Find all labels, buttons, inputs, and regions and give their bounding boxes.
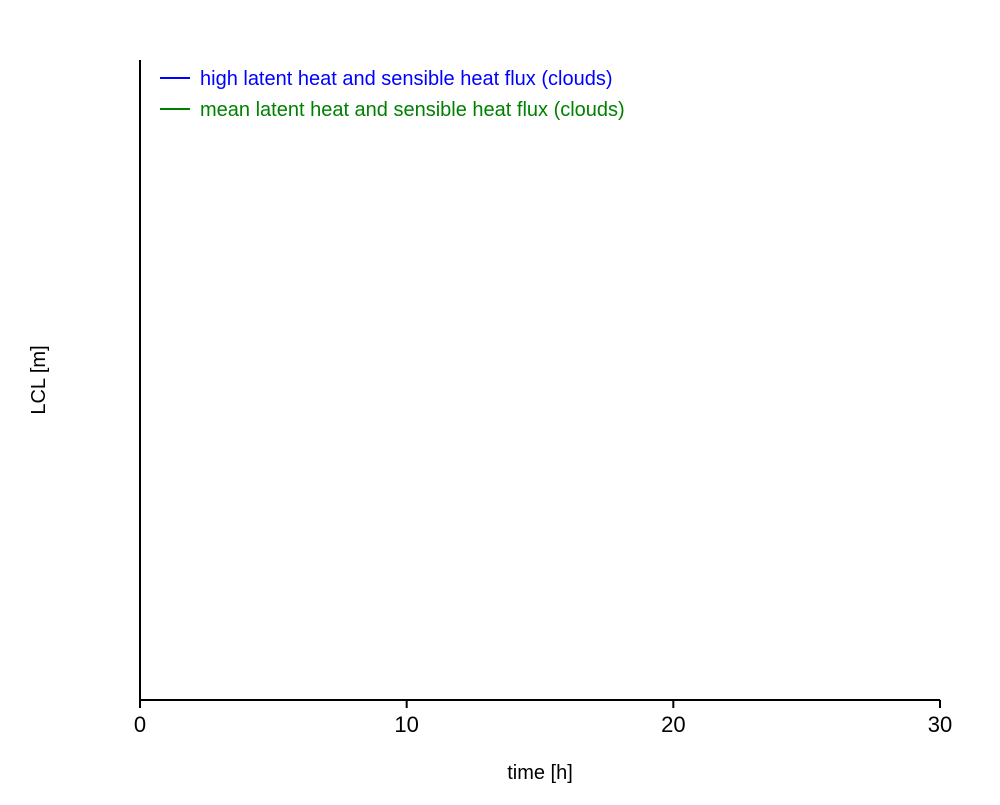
legend: high latent heat and sensible heat flux … (160, 68, 625, 121)
axes (139, 60, 940, 701)
legend-entry-label: mean latent heat and sensible heat flux … (200, 99, 625, 121)
y-axis-label: LCL [m] (28, 345, 50, 414)
legend-entry-label: high latent heat and sensible heat flux … (200, 68, 613, 90)
x-axis-label: time [h] (507, 762, 573, 784)
x-tick-label: 20 (661, 712, 685, 737)
x-tick-label: 0 (134, 712, 146, 737)
x-tick-label: 30 (928, 712, 952, 737)
x-tick-label: 10 (394, 712, 418, 737)
x-ticks: 0 10 20 30 (134, 700, 952, 737)
